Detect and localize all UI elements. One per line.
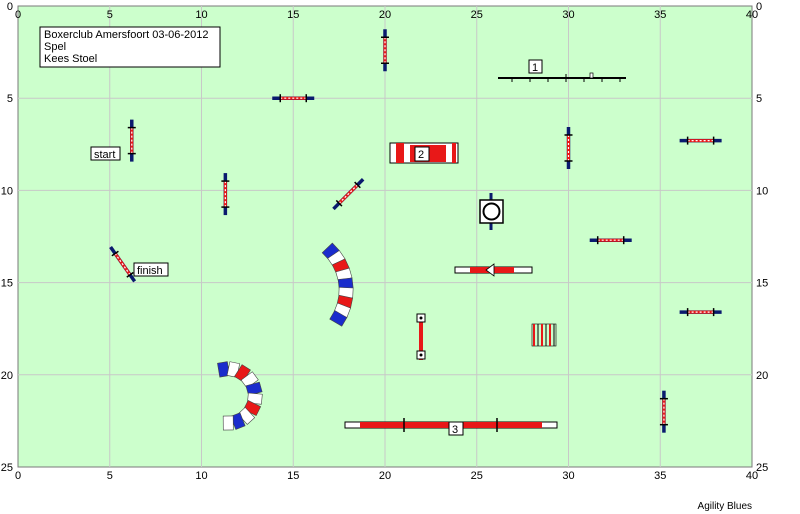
tick-label-bottom: 35 <box>654 470 666 482</box>
start-label-text: start <box>94 149 115 161</box>
obstacle-2-tunnel: 2 <box>389 142 459 164</box>
tick-label-right: 0 <box>756 1 762 13</box>
tick-label-bottom: 30 <box>562 470 574 482</box>
credit-text: Agility Blues <box>697 501 752 512</box>
tick-label-left: 5 <box>7 93 13 105</box>
jump-wing-left <box>335 199 343 207</box>
tunnel-segment <box>329 310 348 327</box>
obstacle-1-plank: 1 <box>498 59 626 82</box>
jump-finish <box>109 245 137 283</box>
tick-label-top: 10 <box>195 9 207 21</box>
finish-label-text: finish <box>137 265 163 277</box>
obstacle-1-number: 1 <box>532 62 538 74</box>
jump-wing-right <box>126 271 134 278</box>
jump-f <box>679 136 722 145</box>
tick-label-left: 15 <box>1 278 13 290</box>
tick-label-top: 25 <box>471 9 483 21</box>
info-class: Spel <box>44 41 66 53</box>
finish-label: finish <box>133 262 169 277</box>
curved-tunnel-low <box>217 361 263 431</box>
jump-wing-left <box>111 250 119 257</box>
tick-label-top: 40 <box>746 9 758 21</box>
jump-bar-stripes <box>114 253 131 276</box>
jump-h <box>679 308 722 317</box>
tick-label-top: 35 <box>654 9 666 21</box>
info-title: Boxerclub Amersfoort 03-06-2012 <box>44 29 208 41</box>
tick-label-left: 10 <box>1 185 13 197</box>
jumps-group <box>109 29 722 433</box>
jump-bar-stripes <box>338 184 358 204</box>
course-info-box: Boxerclub Amersfoort 03-06-2012 Spel Kee… <box>39 26 221 68</box>
tire-obstacle <box>479 193 504 230</box>
weave-poles <box>531 323 557 347</box>
tick-label-top: 0 <box>15 9 21 21</box>
jump-g <box>589 236 632 245</box>
tick-label-top: 30 <box>562 9 574 21</box>
jump-i <box>659 390 668 433</box>
obstacle-2-number: 2 <box>418 149 424 161</box>
grid-lines <box>18 6 752 467</box>
start-label: start <box>90 146 121 161</box>
jump-a <box>381 29 389 72</box>
info-judge: Kees Stoel <box>44 53 97 65</box>
obstacle-3-number: 3 <box>452 424 458 436</box>
jump-b <box>272 94 315 103</box>
tick-label-right: 15 <box>756 278 768 290</box>
seesaw-obstacle <box>454 263 533 277</box>
tick-label-left: 20 <box>1 370 13 382</box>
tick-label-right: 25 <box>756 462 768 474</box>
jump-c <box>221 173 230 216</box>
obstacle-3-dogwalk: 3 <box>344 418 558 436</box>
tick-label-right: 5 <box>756 93 762 105</box>
jump-e <box>564 126 573 169</box>
tick-label-bottom: 0 <box>15 470 21 482</box>
tunnel-segment <box>222 415 234 431</box>
tick-label-bottom: 5 <box>107 470 113 482</box>
tick-label-left: 25 <box>1 462 13 474</box>
tick-label-top: 5 <box>107 9 113 21</box>
tick-label-top: 20 <box>379 9 391 21</box>
tick-label-right: 10 <box>756 185 768 197</box>
tick-label-bottom: 15 <box>287 470 299 482</box>
tick-label-right: 20 <box>756 370 768 382</box>
jump-d <box>332 178 365 211</box>
tick-label-bottom: 10 <box>195 470 207 482</box>
jump-wing-right <box>354 181 361 189</box>
curved-tunnel-mid <box>321 242 354 327</box>
tick-label-bottom: 25 <box>471 470 483 482</box>
tick-label-top: 15 <box>287 9 299 21</box>
vertical-post-obstacle <box>416 313 426 360</box>
jump-start <box>127 119 136 162</box>
tick-label-left: 0 <box>7 1 13 13</box>
tick-label-bottom: 20 <box>379 470 391 482</box>
tick-label-bottom: 40 <box>746 470 758 482</box>
